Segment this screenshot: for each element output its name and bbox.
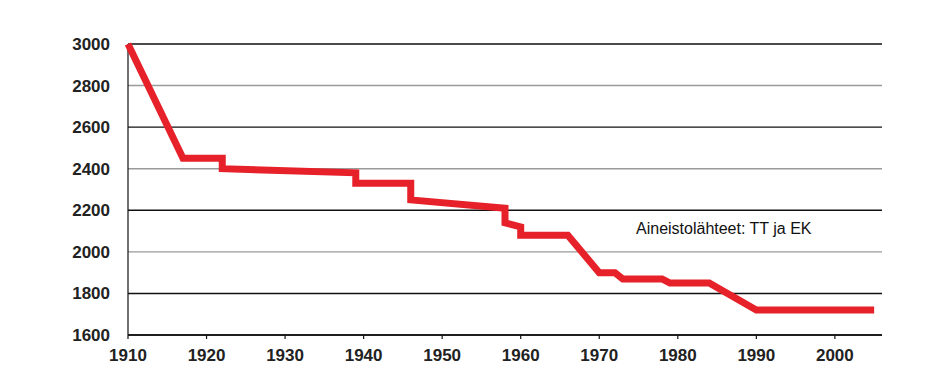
grid-line xyxy=(128,126,882,127)
x-tick xyxy=(677,335,678,339)
y-tick-label: 1600 xyxy=(72,326,110,345)
x-tick-label: 1940 xyxy=(345,346,383,365)
x-tick-label: 1950 xyxy=(423,346,461,365)
grid-line xyxy=(128,293,882,294)
x-axis: 1910 1920 1930 1940 1950 1960 1970 1980 1990 2000 xyxy=(109,335,854,365)
y-tick-label: 1800 xyxy=(72,284,110,303)
x-tick xyxy=(599,335,600,339)
grid-line xyxy=(128,251,882,252)
x-tick-label: 1930 xyxy=(266,346,304,365)
x-tick xyxy=(442,335,443,339)
x-tick xyxy=(756,335,757,339)
annotation: Aineistolähteet: TT ja EK xyxy=(636,220,812,237)
x-tick-label: 1990 xyxy=(737,346,775,365)
chart-svg: 1600 1800 2000 2200 2400 2600 2800 3000 1910 1920… xyxy=(0,0,940,387)
y-tick-label: 2600 xyxy=(72,118,110,137)
x-tick xyxy=(127,335,128,339)
y-axis-line xyxy=(127,44,128,335)
x-tick xyxy=(363,335,364,339)
x-axis-line xyxy=(128,334,882,336)
x-tick xyxy=(206,335,207,339)
grid-line xyxy=(128,43,882,44)
plot-area xyxy=(128,44,874,310)
y-tick-label: 2800 xyxy=(72,77,110,96)
y-tick-label: 2000 xyxy=(72,243,110,262)
x-tick xyxy=(520,335,521,339)
x-tick-label: 1910 xyxy=(109,346,147,365)
y-tick-label: 3000 xyxy=(72,35,110,54)
annotation-bg xyxy=(630,216,816,240)
x-tick xyxy=(284,335,285,339)
x-tick-label: 1970 xyxy=(580,346,618,365)
x-tick-label: 1960 xyxy=(502,346,540,365)
grid-line xyxy=(128,334,882,335)
x-tick xyxy=(834,335,835,339)
x-tick-label: 1980 xyxy=(659,346,697,365)
data-line xyxy=(128,44,874,310)
y-grid: 1600 1800 2000 2200 2400 2600 2800 3000 xyxy=(72,35,882,345)
x-tick-label: 1920 xyxy=(188,346,226,365)
y-tick-label: 2200 xyxy=(72,201,110,220)
chart-container: 1600 1800 2000 2200 2400 2600 2800 3000 1910 1920… xyxy=(0,0,940,387)
grid-line xyxy=(128,85,882,86)
x-tick-label: 2000 xyxy=(816,346,854,365)
y-tick-label: 2400 xyxy=(72,160,110,179)
